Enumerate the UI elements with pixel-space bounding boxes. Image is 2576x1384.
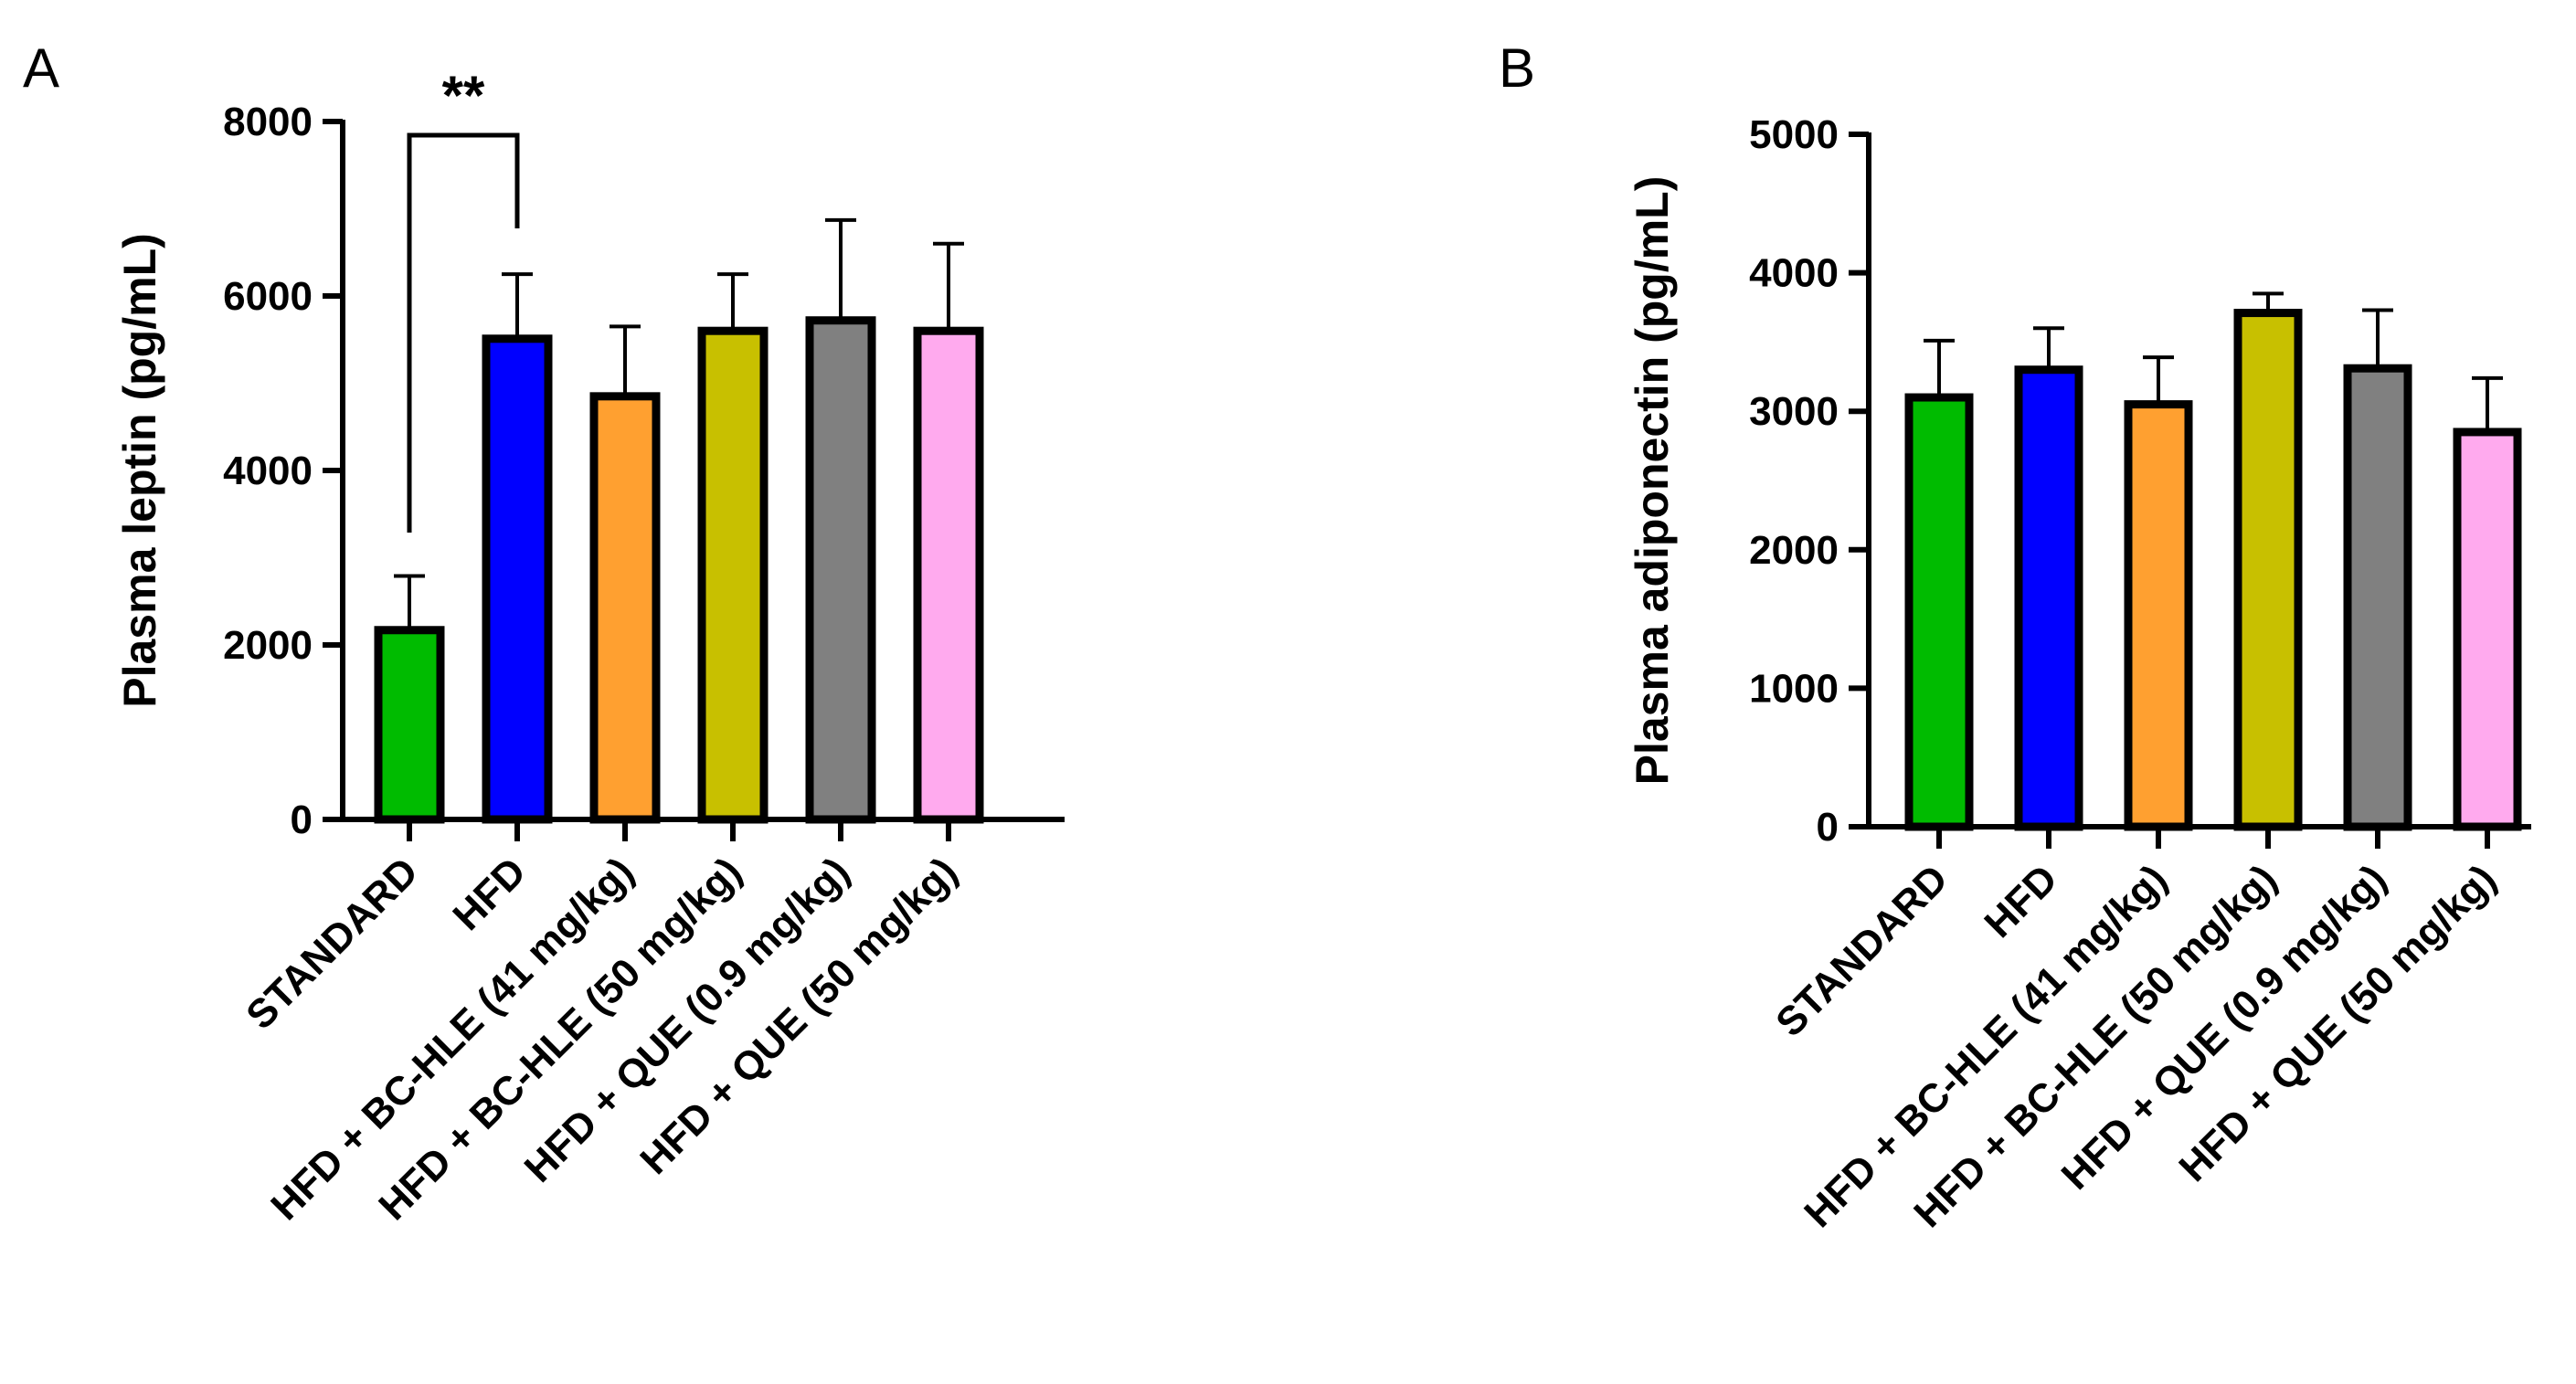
bar-hfd — [482, 334, 553, 824]
x-tick-label-hfd: HFD — [444, 849, 535, 939]
panel-a: A Plasma leptin (pg/mL) 0 2000 4000 6000 8000 S… — [23, 37, 1065, 1229]
significance-label: ** — [442, 65, 485, 126]
bar-hfd-bc-hle-41-mg-kg — [589, 392, 661, 824]
bar-hfd-bc-hle-50-mg-kg — [697, 326, 769, 824]
panel-letter: B — [1499, 37, 1535, 99]
y-tick-label: 0 — [1817, 805, 1839, 850]
y-tick-label: 8000 — [223, 100, 313, 144]
panel-letter: A — [23, 37, 59, 99]
y-tick-label: 2000 — [223, 623, 313, 668]
y-tick-label: 3000 — [1749, 389, 1839, 434]
panel-b: B Plasma adiponectin (pg/mL) 0 1000 2000 3000… — [1499, 37, 2531, 1236]
x-tick-label-standard: STANDARD — [1767, 856, 1956, 1045]
bar-hfd — [2014, 365, 2083, 831]
y-tick-label: 2000 — [1749, 528, 1839, 573]
bar-standard — [1904, 393, 1974, 831]
bar-hfd-que-0-9-mg-kg — [805, 316, 876, 824]
y-tick-label: 6000 — [223, 274, 313, 319]
y-tick-label: 0 — [291, 798, 313, 842]
y-axis-label: Plasma adiponectin (pg/mL) — [1627, 176, 1678, 786]
x-tick-label-hfd: HFD — [1976, 856, 2066, 946]
significance-bracket — [407, 132, 520, 533]
y-axis-label: Plasma leptin (pg/mL) — [114, 233, 165, 708]
y-tick-label: 5000 — [1749, 112, 1839, 157]
y-tick-label: 4000 — [223, 449, 313, 493]
bar-hfd-que-50-mg-kg — [913, 326, 984, 824]
bar-hfd-que-50-mg-kg — [2453, 428, 2522, 831]
bar-hfd-bc-hle-50-mg-kg — [2233, 309, 2303, 831]
x-tick-label-standard: STANDARD — [238, 849, 427, 1038]
y-tick-label: 1000 — [1749, 666, 1839, 711]
bar-standard — [374, 626, 445, 824]
bar-hfd-que-0-9-mg-kg — [2343, 364, 2412, 831]
bar-hfd-bc-hle-41-mg-kg — [2124, 400, 2193, 831]
y-tick-label: 4000 — [1749, 251, 1839, 296]
